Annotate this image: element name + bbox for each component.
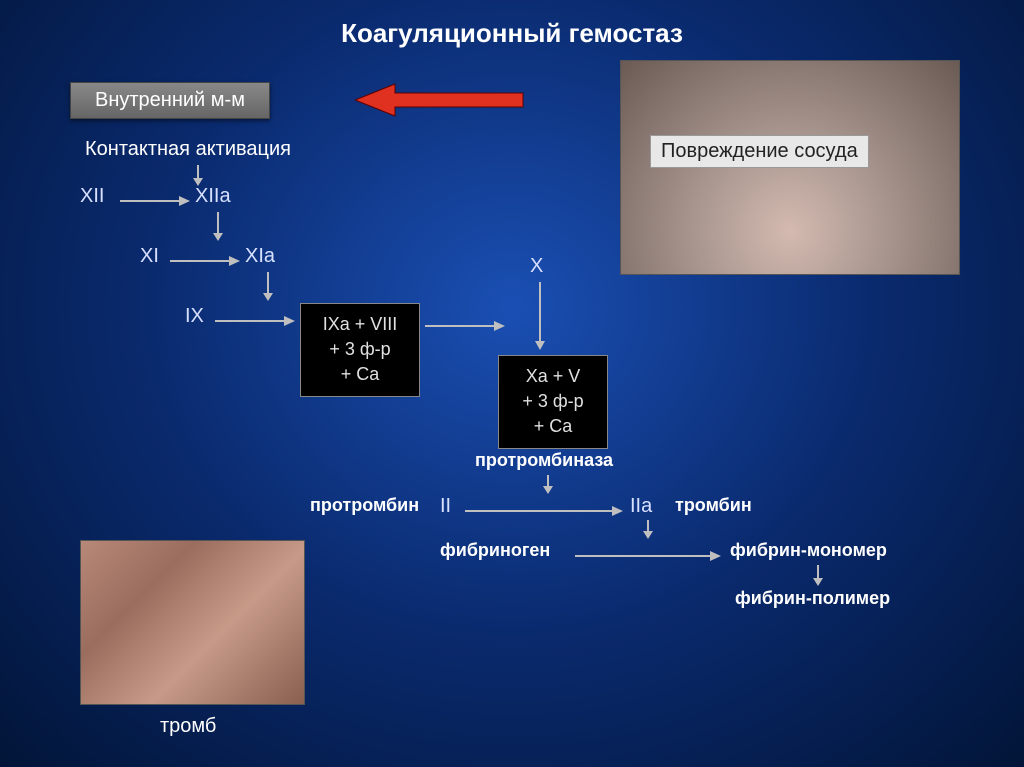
arrow-ix-box1-icon [215, 313, 297, 329]
fibrin-monomer-label: фибрин-мономер [730, 540, 887, 561]
thrombus-label: тромб [160, 715, 216, 738]
factor-xi: XI [140, 245, 159, 268]
box2-line1: Xa + V [513, 364, 593, 389]
arrow-box1-right-icon [425, 318, 507, 334]
fibrinogen-label: фибриноген [440, 540, 550, 561]
arrow-x-down-icon [532, 282, 548, 352]
arrow-ca-down-icon [190, 165, 206, 187]
box1-line3: + Ca [315, 362, 405, 387]
arrow-fibrinogen-fm-icon [575, 548, 723, 564]
arrow-fm-down-icon [810, 565, 826, 587]
page-title: Коагуляционный гемостаз [0, 0, 1024, 49]
arrow-xi-xia-icon [170, 253, 242, 269]
prothrombinase-label: протромбиназа [475, 450, 613, 471]
factor-xiia: XIIа [195, 185, 231, 208]
arrow-prothrombinase-down-icon [540, 475, 556, 495]
box1-line1: IXa + VIII [315, 312, 405, 337]
factor-ix: IX [185, 305, 204, 328]
arrow-ii-iia-icon [465, 503, 625, 519]
arrow-xii-xiia-icon [120, 193, 192, 209]
arrow-iia-down-icon [640, 520, 656, 540]
complex-box-1: IXa + VIII + 3 ф-р + Ca [300, 303, 420, 397]
box2-line3: + Ca [513, 414, 593, 439]
fibrin-polymer-label: фибрин-полимер [735, 588, 890, 609]
contact-activation-label: Контактная активация [85, 138, 291, 161]
damage-label-box: Повреждение сосуда [650, 135, 869, 168]
factor-xia: XIа [245, 245, 275, 268]
thrombin-label: тромбин [675, 495, 752, 516]
prothrombin-label: протромбин [310, 495, 419, 516]
factor-x: X [530, 255, 543, 278]
factor-xii: XII [80, 185, 104, 208]
mechanism-box: Внутренний м-м [70, 82, 270, 119]
factor-ii: II [440, 495, 451, 518]
box2-line2: + 3 ф-р [513, 389, 593, 414]
red-arrow-icon [355, 82, 525, 118]
box1-line2: + 3 ф-р [315, 337, 405, 362]
factor-iia: IIа [630, 495, 652, 518]
thrombus-image [80, 540, 305, 705]
complex-box-2: Xa + V + 3 ф-р + Ca [498, 355, 608, 449]
arrow-xiia-down-icon [210, 212, 226, 242]
arrow-xia-down-icon [260, 272, 276, 302]
